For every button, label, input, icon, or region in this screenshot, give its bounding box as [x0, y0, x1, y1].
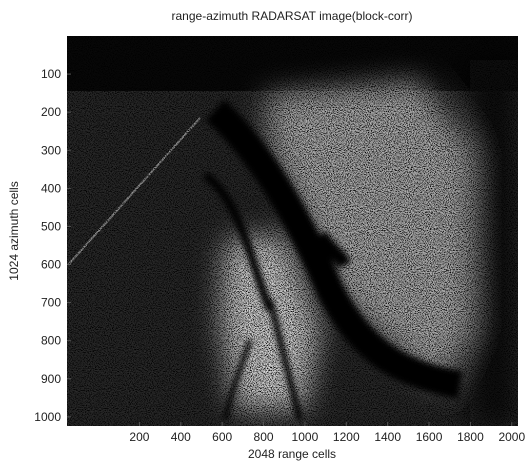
x-tick-label: 2000 [498, 430, 525, 444]
y-tick-label: 200 [41, 105, 61, 119]
y-tick-label: 700 [41, 296, 61, 310]
y-tick-label: 300 [41, 143, 61, 157]
radar-image [67, 36, 518, 426]
y-tick-label: 900 [41, 372, 61, 386]
y-tick-label: 400 [41, 181, 61, 195]
x-tick-label: 1200 [333, 430, 360, 444]
y-axis-label: 1024 azimuth cells [7, 181, 21, 280]
x-axis-label: 2048 range cells [248, 447, 336, 461]
x-tick-label: 200 [129, 430, 149, 444]
chart: 200 400 600 800 1000 1200 1400 1600 1800 2000 100 2… [0, 0, 531, 468]
x-tick-label: 600 [212, 430, 232, 444]
x-tick-label: 1800 [457, 430, 484, 444]
chart-title: range-azimuth RADARSAT image(block-corr) [172, 9, 413, 23]
y-tick-label: 500 [41, 219, 61, 233]
x-tick-label: 1000 [292, 430, 319, 444]
x-tick-label: 1400 [374, 430, 401, 444]
x-tick-label: 400 [171, 430, 191, 444]
y-tick-label: 1000 [34, 410, 61, 424]
page: 200 400 600 800 1000 1200 1400 1600 1800 2000 100 2… [0, 0, 531, 473]
x-tick-label: 800 [254, 430, 274, 444]
x-tick-label: 1600 [416, 430, 443, 444]
y-tick-label: 600 [41, 258, 61, 272]
y-tick-label: 100 [41, 67, 61, 81]
y-tick-label: 800 [41, 334, 61, 348]
